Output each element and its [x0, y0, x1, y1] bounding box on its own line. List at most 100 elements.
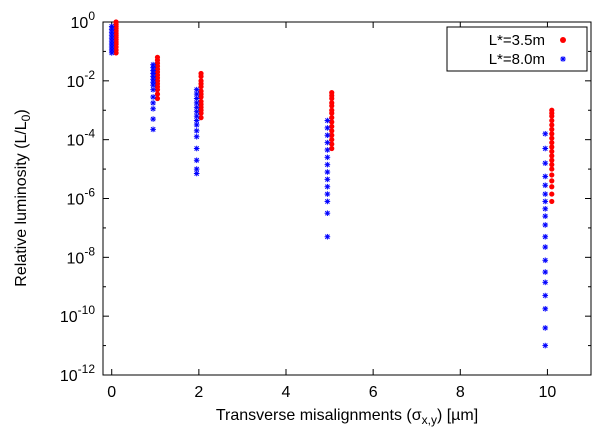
data-point-l80: [150, 100, 156, 106]
legend: L*=3.5m L*=8.0m: [446, 26, 588, 72]
data-point-l35: [198, 110, 204, 116]
data-point-l80: [324, 161, 331, 168]
data-point-l35: [329, 119, 335, 125]
data-point-l35: [198, 73, 204, 80]
series-l80-points: [108, 23, 549, 349]
data-point-l35: [549, 184, 555, 190]
data-point-l80: [324, 147, 331, 153]
data-point-l35: [329, 128, 335, 134]
data-point-l80: [108, 50, 115, 56]
data-point-l35: [549, 172, 555, 178]
data-point-l80: [542, 130, 549, 137]
data-point-l80: [193, 117, 200, 124]
data-point-l35: [198, 115, 204, 121]
data-point-l35: [549, 166, 555, 172]
data-point-l80: [150, 126, 156, 133]
data-point-l80: [193, 157, 200, 164]
data-point-l80: [542, 173, 549, 180]
series-l35-points: [113, 19, 555, 205]
data-point-l35: [549, 148, 555, 155]
plot-frame: [102, 21, 592, 376]
data-point-l80: [324, 183, 331, 190]
y-tick-label: 10-2: [67, 68, 96, 91]
data-point-l80: [324, 210, 331, 217]
data-point-l80: [150, 86, 156, 93]
data-point-l80: [324, 191, 331, 197]
x-tick-label: 2: [194, 384, 203, 401]
data-point-l80: [542, 269, 549, 275]
legend-star-glyph: [560, 56, 566, 62]
x-tick-label: 6: [369, 384, 378, 401]
data-point-l80: [324, 132, 331, 139]
data-point-l80: [193, 170, 200, 177]
data-point-l35: [549, 144, 555, 150]
data-point-l80: [542, 222, 549, 228]
data-point-l35: [549, 113, 555, 119]
data-point-l80: [542, 325, 549, 331]
data-point-l80: [324, 125, 331, 131]
legend-box: [446, 26, 588, 72]
data-point-l80: [542, 213, 549, 219]
data-point-l35: [549, 162, 555, 168]
data-point-l80: [324, 176, 331, 183]
data-point-l80: [542, 244, 549, 250]
data-point-l35: [113, 50, 119, 56]
y-axis-label: Relative luminosity (L/L0): [13, 109, 33, 286]
data-point-l35: [549, 122, 555, 128]
y-tick-label: 10-8: [67, 244, 96, 267]
y-axis: 100 10-2 10-4 10-6 10-8 10-10 10-12: [60, 9, 591, 385]
data-point-l35: [154, 95, 161, 102]
y-tick-label: 10-12: [60, 362, 95, 385]
data-point-l80: [150, 94, 156, 100]
data-point-l80: [542, 279, 549, 286]
data-point-l35: [549, 135, 555, 141]
data-point-l35: [198, 84, 204, 90]
data-point-l80: [150, 116, 156, 122]
legend-marker-l35: [560, 37, 566, 43]
data-point-l80: [324, 198, 331, 205]
data-point-l35: [329, 110, 335, 116]
data-point-l35: [549, 191, 555, 197]
data-point-l35: [549, 126, 555, 132]
data-point-l80: [542, 342, 549, 349]
data-point-l80: [193, 133, 200, 140]
data-point-l35: [198, 94, 204, 100]
legend-marker-l80: [560, 56, 566, 62]
data-point-l35: [549, 140, 555, 146]
legend-label-l80: L*=8.0m: [489, 51, 545, 68]
y-tick-label: 100: [71, 9, 96, 32]
y-tick-label: 10-6: [67, 186, 96, 209]
data-point-l35: [329, 137, 335, 143]
x-tick-label: 8: [456, 384, 465, 401]
x-tick-label: 10: [539, 384, 557, 401]
data-point-l35: [329, 132, 335, 138]
x-axis-label: Transverse misalignments (σx,y) [µm]: [216, 407, 478, 427]
data-point-l80: [324, 233, 331, 240]
data-point-l35: [549, 178, 555, 184]
data-point-l80: [193, 145, 200, 152]
data-point-l80: [542, 205, 549, 212]
data-point-l80: [542, 198, 549, 205]
x-tick-label: 4: [282, 384, 291, 401]
data-point-l35: [329, 141, 335, 147]
x-tick-label: 0: [107, 384, 116, 401]
data-point-l35: [329, 145, 335, 152]
data-point-l80: [542, 257, 549, 264]
data-point-l35: [549, 153, 555, 159]
x-axis: 0 2 4 6 8 10: [107, 22, 556, 401]
data-point-l80: [324, 169, 331, 175]
data-point-l80: [542, 160, 549, 166]
data-point-l35: [549, 117, 555, 124]
data-point-l80: [542, 145, 549, 152]
y-tick-label: 10-10: [60, 303, 95, 326]
data-point-l80: [324, 117, 331, 124]
data-point-l35: [329, 123, 335, 130]
data-point-l35: [329, 115, 335, 121]
data-point-l80: [542, 292, 549, 299]
data-point-l80: [542, 191, 549, 197]
legend-label-l35: L*=3.5m: [489, 32, 545, 49]
data-point-l80: [193, 128, 200, 134]
y-tick-label: 10-4: [67, 127, 96, 150]
data-point-l35: [329, 103, 335, 109]
